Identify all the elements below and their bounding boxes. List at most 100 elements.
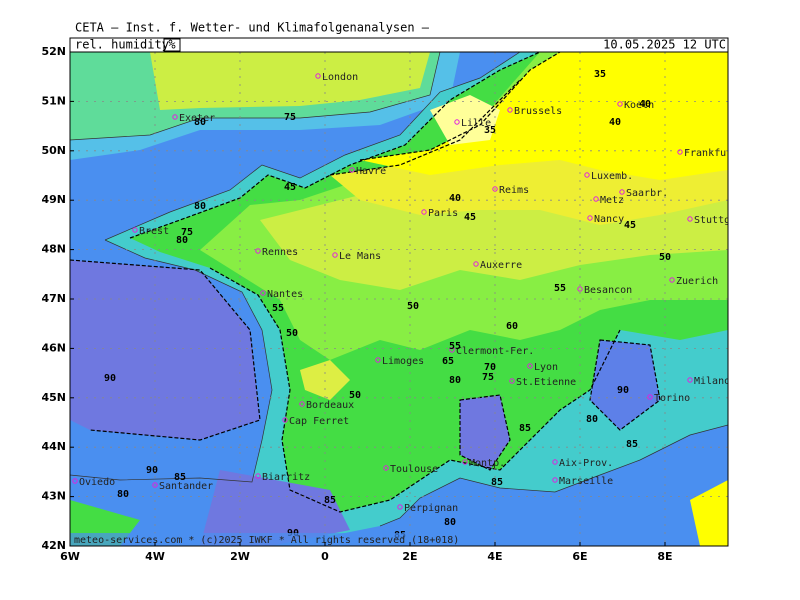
contour-label: 85 (491, 477, 503, 488)
contour-label: 85 (324, 495, 336, 506)
lat-tick-label: 47N (41, 292, 66, 305)
contour-label: 85 (519, 423, 531, 434)
city-marker (527, 363, 533, 369)
city-label: Luxemb. (591, 171, 633, 182)
lat-tick-label: 49N (41, 193, 66, 206)
city-marker (593, 196, 599, 202)
city-marker (152, 482, 158, 488)
field-40 (360, 52, 728, 180)
city-marker (260, 290, 266, 296)
city-label: Paris (428, 208, 458, 219)
contour-label: 75 (181, 227, 193, 238)
coastline-north (104, 52, 521, 241)
city-label: Cap Ferret (289, 416, 349, 427)
city-marker (577, 286, 583, 292)
city-label: Perpignan (404, 503, 458, 514)
city-marker (507, 107, 513, 113)
lat-tick-label: 45N (41, 391, 66, 404)
city-marker (687, 216, 693, 222)
city-label: Lyon (534, 362, 558, 373)
contour-label: 55 (449, 341, 461, 352)
lon-tick-label: 2W (230, 550, 250, 563)
city-label: Stuttgart (694, 215, 748, 226)
city-label: Torino (654, 393, 690, 404)
contour-label: 80 (586, 414, 598, 425)
city-label: London (322, 72, 358, 83)
city-marker (132, 227, 138, 233)
contour-label: 45 (284, 182, 296, 193)
lon-tick-label: 6E (572, 550, 587, 563)
footer: meteo-services.com * (c)2025 IWKF * All … (74, 535, 459, 546)
contour-label: 75 (284, 112, 296, 123)
city-marker (687, 377, 693, 383)
lon-tick-label: 4E (487, 550, 502, 563)
contour-label: 50 (286, 328, 298, 339)
contour-label: 90 (104, 373, 116, 384)
contour-label: 90 (617, 385, 629, 396)
parameter: rel. humidity (75, 38, 169, 52)
city-label: Auxerre (480, 260, 522, 271)
field-90-spain (200, 470, 350, 546)
city-label: Rennes (262, 247, 298, 258)
city-marker (552, 477, 558, 483)
city-marker (255, 248, 261, 254)
city-marker (383, 465, 389, 471)
city-label: St.Etienne (516, 377, 576, 388)
city-marker (332, 252, 338, 258)
contour-line (209, 267, 621, 513)
city-label: Milano (694, 376, 730, 387)
lat-tick-label: 48N (41, 243, 66, 256)
city-marker (282, 417, 288, 423)
field-35 (430, 95, 500, 145)
city-label: Montp. (469, 458, 505, 469)
contour-label: 80 (194, 201, 206, 212)
contour-label: 60 (506, 321, 518, 332)
city-marker (587, 215, 593, 221)
lon-tick-label: 8E (657, 550, 672, 563)
city-label: Biarritz (262, 472, 310, 483)
city-label: Saarbr. (626, 188, 668, 199)
contour-label: 50 (349, 390, 361, 401)
valid-time: 10.05.2025 12 UTC (603, 38, 726, 52)
city-marker (375, 357, 381, 363)
contour-label: 35 (484, 125, 496, 136)
contour-line (70, 259, 261, 441)
city-label: Aix-Prov. (559, 458, 613, 469)
contour-label: 40 (639, 99, 651, 110)
city-marker (72, 478, 78, 484)
city-label: Clermont-Fer. (456, 346, 534, 357)
contour-label: 50 (659, 252, 671, 263)
city-label: Koeln (624, 100, 654, 111)
city-label: Besancon (584, 285, 632, 296)
city-marker (677, 149, 683, 155)
city-label: Frankfurt (684, 148, 738, 159)
city-label: Lille (461, 118, 491, 129)
city-label: Nancy (594, 214, 624, 225)
contour-line (459, 394, 511, 471)
lat-tick-label: 43N (41, 490, 66, 503)
lat-tick-label: 51N (41, 94, 66, 107)
lat-tick-label: 50N (41, 144, 66, 157)
city-marker (172, 114, 178, 120)
contour-label: 80 (117, 489, 129, 500)
contour-line (329, 79, 521, 176)
city-label: Bordeaux (306, 400, 354, 411)
city-label: Oviedo (79, 477, 115, 488)
city-label: Brest (139, 226, 169, 237)
city-label: Metz (600, 195, 624, 206)
city-marker (421, 209, 427, 215)
city-marker (584, 172, 590, 178)
contour-label: 80 (449, 375, 461, 386)
contour-label: 35 (594, 69, 606, 80)
contour-line (129, 52, 541, 239)
contour-label: 70 (484, 362, 496, 373)
contour-label: 80 (176, 235, 188, 246)
city-marker (462, 459, 468, 465)
unit: % (168, 38, 176, 52)
contour-label: 90 (146, 465, 158, 476)
contour-label: 55 (554, 283, 566, 294)
lon-tick-label: 6W (60, 550, 80, 563)
city-marker (454, 119, 460, 125)
contour-label: 45 (624, 220, 636, 231)
field-90 (70, 260, 260, 440)
